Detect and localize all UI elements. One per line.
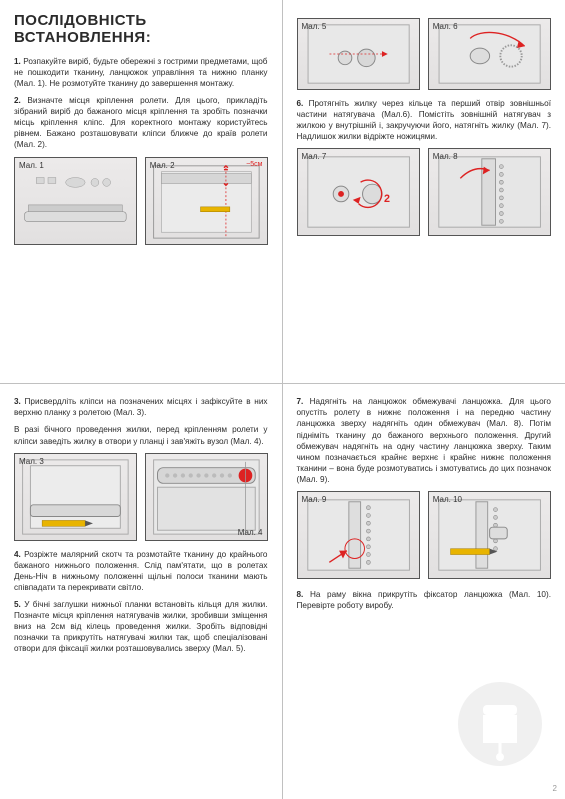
step-5: 5. У бічні заглушки нижньої планки встан… [14, 599, 268, 654]
figure-4: Мал. 4 [145, 453, 268, 541]
figure-2: Мал. 2 ~5см [145, 157, 268, 245]
step-4: 4. Розріжте малярний скотч та розмотайте… [14, 549, 268, 593]
step-7: 7. Надягніть на ланцюжок обмежувачі ланц… [297, 396, 552, 485]
figure-5: Мал. 5 [297, 18, 420, 90]
cell-2: Мал. 5 Мал. 6 6. [283, 0, 565, 384]
figure-10: Мал. 10 [428, 491, 551, 579]
step-3a: В разі бічного проведення жилки, перед к… [14, 424, 268, 446]
svg-text:2: 2 [384, 193, 390, 205]
page-title: ПОСЛІДОВНІСТЬ ВСТАНОВЛЕННЯ: [14, 12, 268, 46]
fig-row-4: Мал. 9 Мал. 10 [297, 491, 552, 579]
step-8: 8. На раму вікна прикрутіть фіксатор лан… [297, 589, 552, 611]
step-3: 3. Присвердліть кліпси на позначених міс… [14, 396, 268, 418]
fig-row-2a: Мал. 5 Мал. 6 [297, 18, 552, 90]
figure-7: Мал. 7 2 [297, 148, 420, 236]
fig-row-1: Мал. 1 Мал. 2 ~5см [14, 157, 268, 245]
page-number: 2 [553, 784, 557, 793]
figure-1: Мал. 1 [14, 157, 137, 245]
fig-row-2b: Мал. 7 2 Мал. 8 [297, 148, 552, 236]
cell-3: 3. Присвердліть кліпси на позначених міс… [0, 384, 283, 799]
dim-label: ~5см [246, 161, 262, 168]
step-2: 2. Визначте місця кріплення ролети. Для … [14, 95, 268, 150]
step-6: 6. Протягніть жилку через кільце та перш… [297, 98, 552, 142]
watermark-icon [455, 679, 545, 769]
figure-9: Мал. 9 [297, 491, 420, 579]
figure-8: Мал. 8 [428, 148, 551, 236]
figure-6: Мал. 6 [428, 18, 551, 90]
cell-4: 7. Надягніть на ланцюжок обмежувачі ланц… [283, 384, 565, 799]
cell-1: ПОСЛІДОВНІСТЬ ВСТАНОВЛЕННЯ: 1. Розпакуйт… [0, 0, 283, 384]
figure-3: Мал. 3 [14, 453, 137, 541]
step-1: 1. Розпакуйте виріб, будьте обережні з г… [14, 56, 268, 89]
fig-row-3: Мал. 3 Мал. 4 [14, 453, 268, 541]
